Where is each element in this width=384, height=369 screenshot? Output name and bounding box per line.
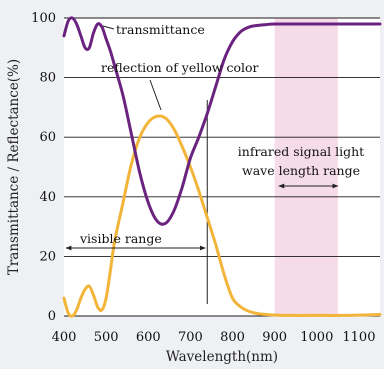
x-tick-label-500: 500 <box>94 330 119 345</box>
reflection-label-leader <box>149 79 162 111</box>
visible-range-label: visible range <box>79 231 162 246</box>
transmittance-label: transmittance <box>116 22 205 37</box>
infrared-label-line1: infrared signal light <box>238 144 364 159</box>
y-tick-label-0: 0 <box>48 309 56 324</box>
y-tick-label-20: 20 <box>39 249 56 264</box>
x-tick-label-700: 700 <box>178 330 203 345</box>
x-axis-title: Wavelength(nm) <box>166 349 278 365</box>
transmittance-label-leader <box>102 25 115 30</box>
y-tick-label-60: 60 <box>39 130 56 145</box>
x-tick-label-900: 900 <box>262 330 287 345</box>
y-tick-label-80: 80 <box>39 71 56 86</box>
y-axis-title: Transmittance / Reflectance(%) <box>6 59 22 275</box>
series-line-transmittance <box>62 16 382 226</box>
y-tick-label-40: 40 <box>39 190 56 205</box>
infrared-band <box>274 18 338 316</box>
x-tick-label-600: 600 <box>136 330 161 345</box>
x-tick-label-800: 800 <box>220 330 245 345</box>
infrared-label-line2: wave length range <box>242 163 360 178</box>
x-tick-label-1100: 1100 <box>342 330 375 345</box>
y-tick-label-100: 100 <box>31 11 56 26</box>
x-tick-label-1000: 1000 <box>300 330 333 345</box>
reflection-label: reflection of yellow color <box>101 60 259 75</box>
series-line-reflection <box>62 114 382 318</box>
x-tick-label-400: 400 <box>52 330 77 345</box>
